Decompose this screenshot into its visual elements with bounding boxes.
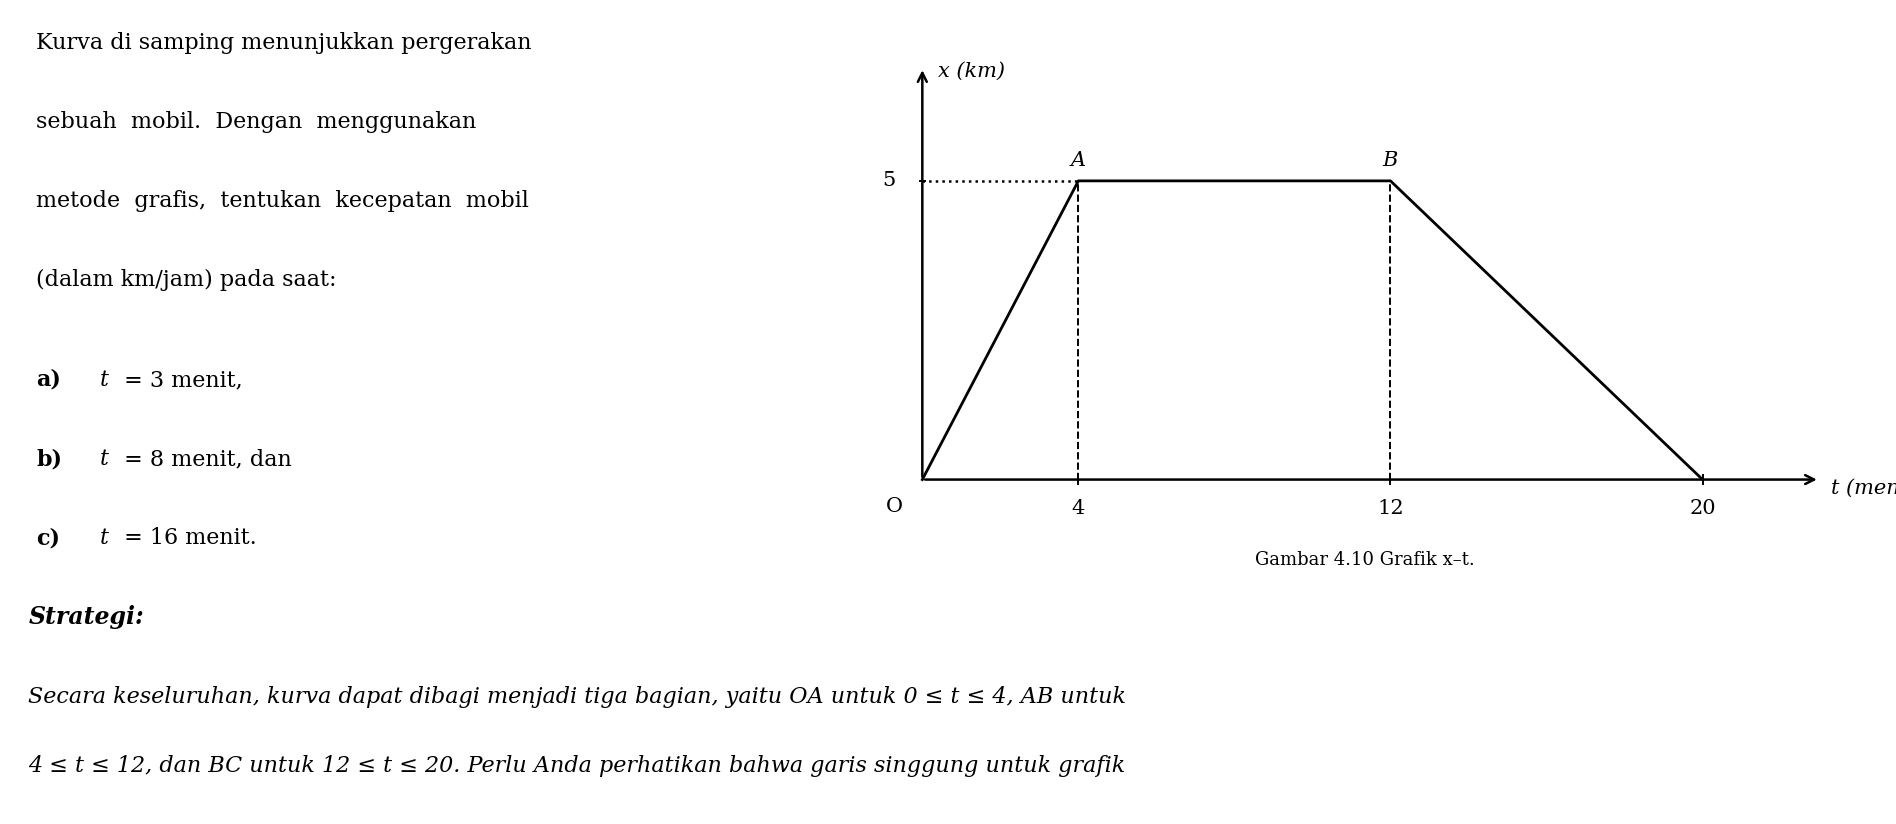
Text: Kurva di samping menunjukkan pergerakan: Kurva di samping menunjukkan pergerakan [36,32,531,54]
Text: = 16 menit.: = 16 menit. [118,527,256,550]
Text: 12: 12 [1376,499,1403,517]
Text: b): b) [36,448,63,471]
Text: A: A [1071,151,1086,170]
Text: = 3 menit,: = 3 menit, [118,369,243,391]
Text: Gambar 4.10 Grafik x–t.: Gambar 4.10 Grafik x–t. [1255,551,1475,569]
Text: t (menit): t (menit) [1832,479,1896,498]
Text: x (km): x (km) [939,62,1005,81]
Text: Strategi:: Strategi: [28,605,144,629]
Text: t: t [100,448,108,471]
Text: metode  grafis,  tentukan  kecepatan  mobil: metode grafis, tentukan kecepatan mobil [36,190,529,212]
Text: = 8 menit, dan: = 8 menit, dan [118,448,292,471]
Text: t: t [100,527,108,550]
Text: B: B [1382,151,1397,170]
Text: 4: 4 [1071,499,1085,517]
Text: 20: 20 [1689,499,1716,517]
Text: c): c) [36,527,61,550]
Text: t: t [100,369,108,391]
Text: Secara keseluruhan, kurva dapat dibagi menjadi tiga bagian, yaitu OA untuk 0 ≤ t: Secara keseluruhan, kurva dapat dibagi m… [28,686,1126,708]
Text: (dalam km/jam) pada saat:: (dalam km/jam) pada saat: [36,269,336,292]
Text: sebuah  mobil.  Dengan  menggunakan: sebuah mobil. Dengan menggunakan [36,111,476,133]
Text: 4 ≤ t ≤ 12, dan BC untuk 12 ≤ t ≤ 20. Perlu Anda perhatikan bahwa garis singgung: 4 ≤ t ≤ 12, dan BC untuk 12 ≤ t ≤ 20. Pe… [28,755,1126,777]
Text: O: O [885,498,902,517]
Text: a): a) [36,369,61,391]
Text: 5: 5 [882,171,895,190]
